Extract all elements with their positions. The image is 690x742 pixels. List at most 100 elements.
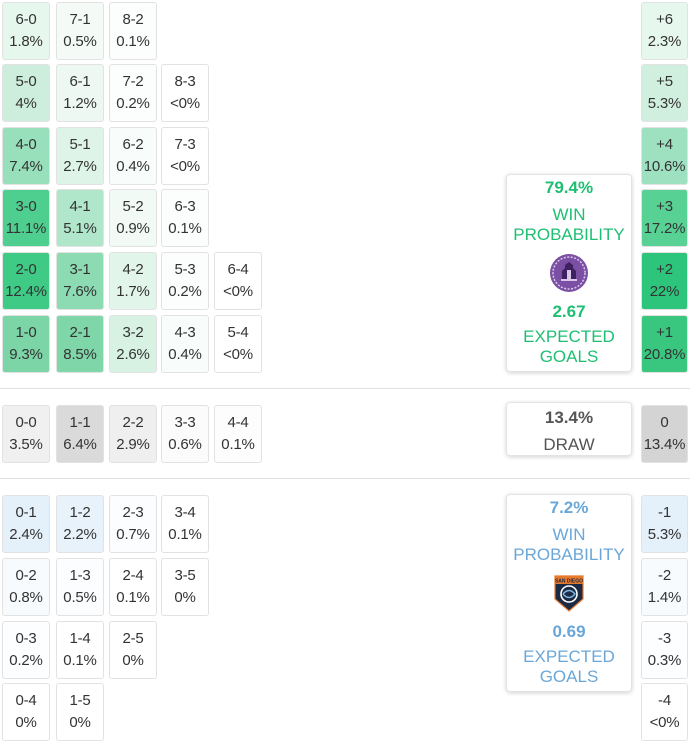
margin-cell[interactable]: -4 <0% xyxy=(641,683,688,741)
score-cell[interactable]: 3-4 0.1% xyxy=(161,495,209,553)
score-cell[interactable]: 5-4 <0% xyxy=(214,315,262,373)
score-cell-label: 3-5 xyxy=(174,567,196,584)
score-cell-label: 5-2 xyxy=(122,198,144,215)
home-xg-label-1: EXPECTED xyxy=(523,327,615,346)
score-cell[interactable]: 4-0 7.4% xyxy=(2,127,50,185)
away-team-card[interactable]: 7.2% WIN PROBABILITY SAN DIEGO 0.69 EXPE… xyxy=(506,494,632,692)
score-cell[interactable]: 3-0 11.1% xyxy=(2,189,50,247)
margin-cell[interactable]: +6 2.3% xyxy=(641,2,688,60)
margin-cell[interactable]: 0 13.4% xyxy=(641,405,688,463)
score-cell[interactable]: 1-0 9.3% xyxy=(2,315,50,373)
score-cell[interactable]: 5-2 0.9% xyxy=(109,189,157,247)
score-cell-label: 3-1 xyxy=(69,261,91,278)
score-cell-label: 7-2 xyxy=(122,73,144,90)
score-cell-label: 6-0 xyxy=(15,11,37,28)
score-cell-percent: 0.1% xyxy=(221,436,255,453)
score-cell-percent: 7.4% xyxy=(9,158,43,175)
score-cell-label: 4-1 xyxy=(69,198,91,215)
margin-cell[interactable]: +3 17.2% xyxy=(641,189,688,247)
score-cell[interactable]: 2-2 2.9% xyxy=(109,405,157,463)
score-cell[interactable]: 6-0 1.8% xyxy=(2,2,50,60)
score-cell[interactable]: 3-5 0% xyxy=(161,558,209,616)
score-cell[interactable]: 2-0 12.4% xyxy=(2,252,50,310)
margin-cell-label: -3 xyxy=(658,630,671,647)
margin-cell-label: +3 xyxy=(656,198,673,215)
score-cell[interactable]: 6-1 1.2% xyxy=(56,64,104,122)
score-cell[interactable]: 4-3 0.4% xyxy=(161,315,209,373)
margin-cell[interactable]: +4 10.6% xyxy=(641,127,688,185)
score-cell-percent: 0% xyxy=(174,589,196,606)
score-cell[interactable]: 1-4 0.1% xyxy=(56,621,104,679)
home-expected-goals: 2.67 xyxy=(552,302,586,321)
score-cell-label: 5-4 xyxy=(227,324,249,341)
score-cell[interactable]: 7-2 0.2% xyxy=(109,64,157,122)
score-cell[interactable]: 2-4 0.1% xyxy=(109,558,157,616)
score-cell[interactable]: 3-2 2.6% xyxy=(109,315,157,373)
score-cell[interactable]: 6-4 <0% xyxy=(214,252,262,310)
margin-cell-label: +6 xyxy=(656,11,673,28)
score-cell[interactable]: 4-2 1.7% xyxy=(109,252,157,310)
score-cell-label: 0-4 xyxy=(15,692,37,709)
score-cell-label: 1-4 xyxy=(69,630,91,647)
margin-cell-percent: 20.8% xyxy=(643,346,686,363)
score-cell[interactable]: 5-1 2.7% xyxy=(56,127,104,185)
score-cell-label: 7-3 xyxy=(174,136,196,153)
score-cell[interactable]: 2-3 0.7% xyxy=(109,495,157,553)
score-cell-label: 5-3 xyxy=(174,261,196,278)
score-cell-percent: 0.1% xyxy=(116,33,150,50)
score-cell-percent: 0.8% xyxy=(9,589,43,606)
score-cell[interactable]: 0-3 0.2% xyxy=(2,621,50,679)
margin-cell[interactable]: +5 5.3% xyxy=(641,64,688,122)
score-cell[interactable]: 8-3 <0% xyxy=(161,64,209,122)
margin-cell-label: -4 xyxy=(658,692,671,709)
score-cell[interactable]: 5-0 4% xyxy=(2,64,50,122)
score-cell[interactable]: 6-2 0.4% xyxy=(109,127,157,185)
score-cell-percent: 3.5% xyxy=(9,436,43,453)
score-cell-percent: 0.1% xyxy=(63,652,97,669)
score-cell[interactable]: 3-1 7.6% xyxy=(56,252,104,310)
draw-card[interactable]: 13.4% DRAW xyxy=(506,402,632,456)
score-cell-percent: <0% xyxy=(170,158,200,175)
score-cell[interactable]: 7-3 <0% xyxy=(161,127,209,185)
score-cell[interactable]: 0-2 0.8% xyxy=(2,558,50,616)
score-cell[interactable]: 4-1 5.1% xyxy=(56,189,104,247)
score-cell-label: 1-1 xyxy=(69,414,91,431)
margin-cell[interactable]: +2 22% xyxy=(641,252,688,310)
margin-cell[interactable]: -2 1.4% xyxy=(641,558,688,616)
score-cell[interactable]: 2-5 0% xyxy=(109,621,157,679)
margin-cell[interactable]: -3 0.3% xyxy=(641,621,688,679)
score-cell[interactable]: 8-2 0.1% xyxy=(109,2,157,60)
score-cell-label: 8-3 xyxy=(174,73,196,90)
score-cell[interactable]: 0-4 0% xyxy=(2,683,50,741)
score-cell-percent: <0% xyxy=(223,283,253,300)
score-cell-percent: 0.2% xyxy=(116,95,150,112)
score-cell[interactable]: 1-1 6.4% xyxy=(56,405,104,463)
margin-cell-percent: 5.3% xyxy=(647,526,682,543)
score-cell[interactable]: 6-3 0.1% xyxy=(161,189,209,247)
margin-cell[interactable]: -1 5.3% xyxy=(641,495,688,553)
score-cell[interactable]: 5-3 0.2% xyxy=(161,252,209,310)
margin-cell-percent: 10.6% xyxy=(643,158,686,175)
score-cell-percent: 0.5% xyxy=(63,589,97,606)
score-cell[interactable]: 1-2 2.2% xyxy=(56,495,104,553)
score-cell-label: 8-2 xyxy=(122,11,144,28)
score-cell[interactable]: 2-1 8.5% xyxy=(56,315,104,373)
score-cell-label: 6-2 xyxy=(122,136,144,153)
score-cell[interactable]: 3-3 0.6% xyxy=(161,405,209,463)
score-cell[interactable]: 1-3 0.5% xyxy=(56,558,104,616)
score-cell-label: 2-3 xyxy=(122,504,144,521)
score-cell-label: 3-4 xyxy=(174,504,196,521)
home-team-card[interactable]: 79.4% WIN PROBABILITY 2.67 EXPECTED GOAL… xyxy=(506,174,632,372)
score-cell-label: 2-2 xyxy=(122,414,144,431)
score-cell[interactable]: 7-1 0.5% xyxy=(56,2,104,60)
score-cell[interactable]: 4-4 0.1% xyxy=(214,405,262,463)
away-win-probability: 7.2% xyxy=(549,498,589,517)
score-cell[interactable]: 0-0 3.5% xyxy=(2,405,50,463)
margin-cell[interactable]: +1 20.8% xyxy=(641,315,688,373)
margin-cell-percent: 17.2% xyxy=(643,220,686,237)
score-cell-percent: 6.4% xyxy=(63,436,97,453)
score-cell[interactable]: 0-1 2.4% xyxy=(2,495,50,553)
score-cell-percent: 2.6% xyxy=(116,346,150,363)
score-cell-percent: 0.2% xyxy=(168,283,202,300)
score-cell[interactable]: 1-5 0% xyxy=(56,683,104,741)
